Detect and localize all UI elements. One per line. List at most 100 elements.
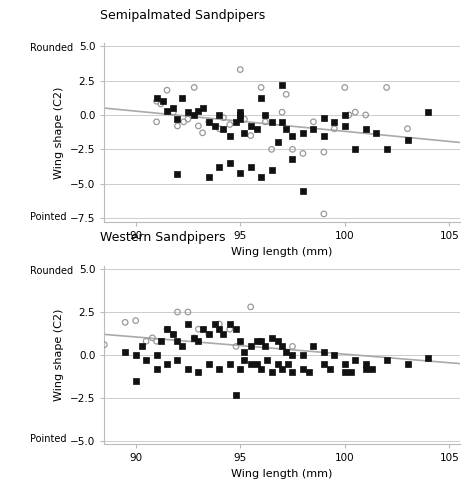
Point [173,115,181,123]
Point [404,136,411,143]
Point [219,330,227,338]
Point [299,187,307,195]
Point [383,356,391,364]
Point [299,129,307,137]
Point [232,391,240,398]
Point [373,129,380,137]
Y-axis label: Wing shape (C2): Wing shape (C2) [55,309,64,401]
Point [237,115,244,123]
Point [237,338,244,345]
Point [289,369,296,376]
Point [211,122,219,130]
Point [341,369,348,376]
Point [237,66,244,73]
Point [305,369,313,376]
Y-axis label: Wing shape (C2): Wing shape (C2) [55,86,64,179]
Point [257,338,265,345]
Point [180,118,188,126]
Point [226,320,234,328]
Point [195,338,202,345]
Text: Pointed: Pointed [29,212,66,222]
Point [310,118,317,126]
Point [157,338,164,345]
Point [205,330,213,338]
Point [284,360,292,368]
Point [289,155,296,163]
Point [163,107,171,114]
Point [247,342,255,350]
Point [283,90,290,98]
Point [268,369,275,376]
Point [173,356,181,364]
Point [241,115,248,123]
Point [274,338,282,345]
Point [278,108,286,116]
Point [205,173,213,181]
Point [247,163,255,171]
Point [330,351,338,359]
Point [289,351,296,359]
Point [257,173,265,181]
Point [226,360,234,368]
Point [170,104,177,112]
Point [278,118,286,126]
Point [237,108,244,116]
Point [262,342,269,350]
Point [211,320,219,328]
Point [351,145,359,153]
Point [121,348,129,355]
Point [121,318,129,326]
Point [237,365,244,372]
Point [199,129,206,137]
Point [153,338,160,345]
Point [257,365,265,372]
Point [184,320,191,328]
Point [341,111,348,119]
Point [425,355,432,362]
Point [351,108,359,116]
Point [330,125,338,132]
Point [132,317,139,325]
Text: Semipalmated Sandpipers: Semipalmated Sandpipers [100,9,265,22]
Point [195,369,202,376]
Point [241,348,248,355]
Point [163,360,171,368]
Point [205,330,213,338]
Point [216,111,223,119]
Point [278,365,286,372]
Point [132,377,139,384]
Point [191,111,198,119]
Point [170,330,177,338]
Point [184,365,191,372]
Point [264,356,271,364]
Point [216,320,223,328]
Point [253,125,261,132]
Point [205,360,213,368]
Point [195,122,202,130]
Point [157,100,164,108]
Point [320,148,328,156]
Point [205,118,213,126]
Point [216,125,223,132]
Point [132,351,139,359]
Point [241,129,248,137]
Point [153,95,160,102]
Point [247,303,255,311]
Point [232,118,240,126]
Point [226,121,234,128]
Point [274,360,282,368]
Point [268,145,275,153]
Point [283,348,290,355]
Point [262,118,269,126]
Point [257,84,265,91]
Point [184,115,191,123]
Point [268,334,275,341]
Point [289,342,296,350]
Point [178,95,185,102]
Point [163,326,171,333]
Point [163,326,171,333]
Point [232,342,240,350]
Point [142,338,150,345]
Point [326,365,334,372]
Point [362,365,369,372]
